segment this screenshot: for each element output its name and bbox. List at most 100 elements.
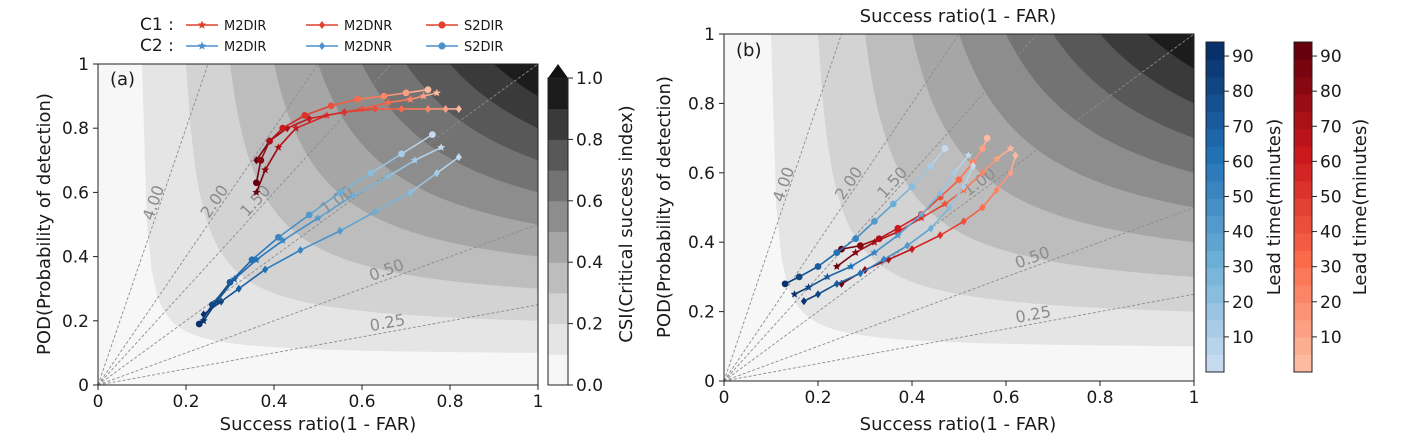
lead-time-colorbar-segment: [1206, 285, 1224, 304]
series-C1-M2DNR-segment: [981, 189, 998, 209]
series-C2-S2DIR-segment: [798, 265, 819, 278]
x-tick-label: 0.8: [1086, 388, 1113, 408]
series-C1-M2DNR-segment: [286, 117, 310, 129]
lead-time-colorbar-tick-label: 70: [1232, 117, 1254, 137]
legend-marker: [319, 21, 325, 29]
series-C1-S2DIR-point: [402, 89, 410, 97]
legend-marker: [197, 20, 207, 29]
series-C2-M2DIR-point: [410, 156, 419, 164]
legend-marker: [319, 42, 325, 50]
series-C2-M2DNR-segment: [962, 165, 974, 188]
bias-line-1.00: [724, 34, 1194, 381]
series-C1-S2DIR-segment: [939, 179, 960, 198]
series-C2-S2DIR-segment: [370, 153, 403, 174]
csi-colorbar-tick-label: 0.6: [576, 192, 603, 212]
series-C2-M2DNR-segment: [374, 191, 411, 213]
series-C1-S2DIR-segment: [331, 98, 358, 107]
y-tick-label: 1: [78, 55, 89, 75]
series-C2-M2DNR-segment: [238, 268, 266, 290]
series-C2-S2DIR-point: [367, 169, 375, 177]
series-C1-S2DIR-point: [424, 86, 432, 94]
series-C2-M2DNR-point: [433, 169, 440, 178]
csi-colorbar: 0.0 0.2 0.4 0.6 0.8 1.0: [547, 64, 603, 396]
series-C2-S2DIR-point: [195, 320, 203, 328]
lead-time-colorbar-segment: [1206, 354, 1224, 373]
series-C2-S2DIR-point: [889, 200, 897, 208]
series-C2-M2DNR-point: [235, 284, 242, 293]
series-C1-M2DIR-point: [992, 154, 1001, 163]
csi-colorbar-segment: [548, 323, 568, 355]
lead-time-colorbar-frame: [1205, 41, 1225, 373]
panel-a: 4.00 2.00 1.50 1.000.500.25 0 0.2 0.4 0.6 0.8 10…: [34, 55, 637, 435]
series-C1-S2DIR-point: [327, 102, 335, 110]
series-C2-S2DIR-segment: [339, 172, 372, 194]
series-C2-S2DIR-point: [833, 249, 841, 257]
series-C2-S2DIR-segment: [836, 238, 857, 254]
series-C1-M2DNR-segment: [344, 108, 376, 113]
y-tick-label: 0: [78, 376, 89, 396]
series-C1-M2DIR-point: [870, 238, 879, 246]
series-C1-S2DIR-point: [983, 134, 991, 142]
series-C1-S2DIR-segment: [357, 95, 385, 101]
series-C2-S2DIR-segment: [401, 133, 433, 155]
series-C2-M2DIR-segment: [317, 194, 354, 219]
csi-colorbar-segment: [548, 231, 568, 263]
panel-b-ylabel: POD(Probability of detection): [654, 76, 675, 338]
y-tick-label: 0.6: [62, 183, 89, 203]
series-C1-M2DNR-point: [937, 231, 944, 240]
lead-time-colorbar-segment: [1294, 250, 1312, 269]
lead-time-colorbar-segment: [1206, 128, 1224, 147]
series-C2-S2DIR-segment: [251, 236, 279, 261]
csi-colorbar-segment: [548, 139, 568, 171]
bias-line-4.00: [724, 34, 842, 381]
series-C1-S2DIR-point: [979, 145, 986, 152]
panel-a-xlabel: Success ratio(1 - FAR): [220, 414, 417, 435]
series-C1-S2DIR-segment: [383, 92, 407, 97]
lead-time-colorbar-tick-label: 50: [1232, 187, 1254, 207]
series-C2-M2DNR-point: [407, 188, 414, 197]
lead-time-colorbar-tick-label: 30: [1320, 258, 1342, 278]
lead-time-colorbar-frame: [1293, 41, 1313, 373]
legend-c1-m2dnr: M2DNR: [344, 19, 392, 34]
series-C1-M2DNR-segment: [939, 220, 965, 236]
csi-colorbar-segment: [548, 354, 568, 386]
series-C1-M2DIR-point: [292, 124, 300, 132]
lead-time-colorbar-tick-label: 20: [1320, 293, 1342, 313]
series-C2-M2DIR-point: [936, 189, 945, 197]
series-C2-M2DNR-segment: [930, 206, 951, 229]
series-C2-S2DIR-segment: [892, 186, 913, 205]
series-C1-M2DIR-point: [261, 165, 270, 174]
panel-a-frame: [97, 63, 539, 386]
series-C1-M2DNR-segment: [963, 206, 983, 223]
panel-a-label: (a): [110, 69, 135, 90]
series-C2-M2DIR-point: [384, 172, 393, 180]
series-C2-S2DIR-point: [795, 273, 803, 281]
panel-a-series: [195, 86, 462, 328]
legend-marker: [197, 41, 207, 50]
series-C1-S2DIR-point: [266, 137, 273, 145]
lead-time-colorbar-segment: [1294, 233, 1312, 251]
x-tick-label: 0: [93, 392, 104, 412]
csi-colorbar-segment: [548, 200, 568, 232]
lead-time-colorbar-segment: [1294, 94, 1312, 112]
x-tick-label: 0.2: [804, 388, 831, 408]
lead-time-colorbar-tick-label: 60: [1320, 152, 1342, 172]
series-C1-S2DIR-point: [257, 156, 265, 164]
series-C1-M2DNR-point: [425, 104, 431, 113]
lead-time-colorbar-segment: [1294, 198, 1312, 217]
series-C1-M2DNR-point: [253, 156, 260, 165]
legend: C1 : C2 : M2DIR M2DNR S2DIR M2DIR M2DNR …: [140, 15, 503, 56]
series-C1-M2DIR-point: [274, 143, 283, 151]
series-C2-S2DIR-point: [852, 235, 859, 243]
series-C2-M2DNR-point: [833, 279, 840, 288]
lead-time-colorbar-segment: [1206, 250, 1224, 269]
series-C1-M2DIR-segment: [920, 203, 946, 219]
series-C2-M2DNR-point: [455, 153, 462, 162]
legend-c2-m2dir: M2DIR: [224, 40, 266, 55]
series-C2-M2DNR-segment: [817, 283, 838, 295]
series-C2-M2DIR-point: [950, 168, 959, 177]
lead-time-colorbar-blue-label: Lead time(minutes): [1264, 119, 1285, 296]
series-C2-M2DIR-point: [790, 290, 799, 298]
series-C2-M2DIR-segment: [255, 239, 284, 261]
